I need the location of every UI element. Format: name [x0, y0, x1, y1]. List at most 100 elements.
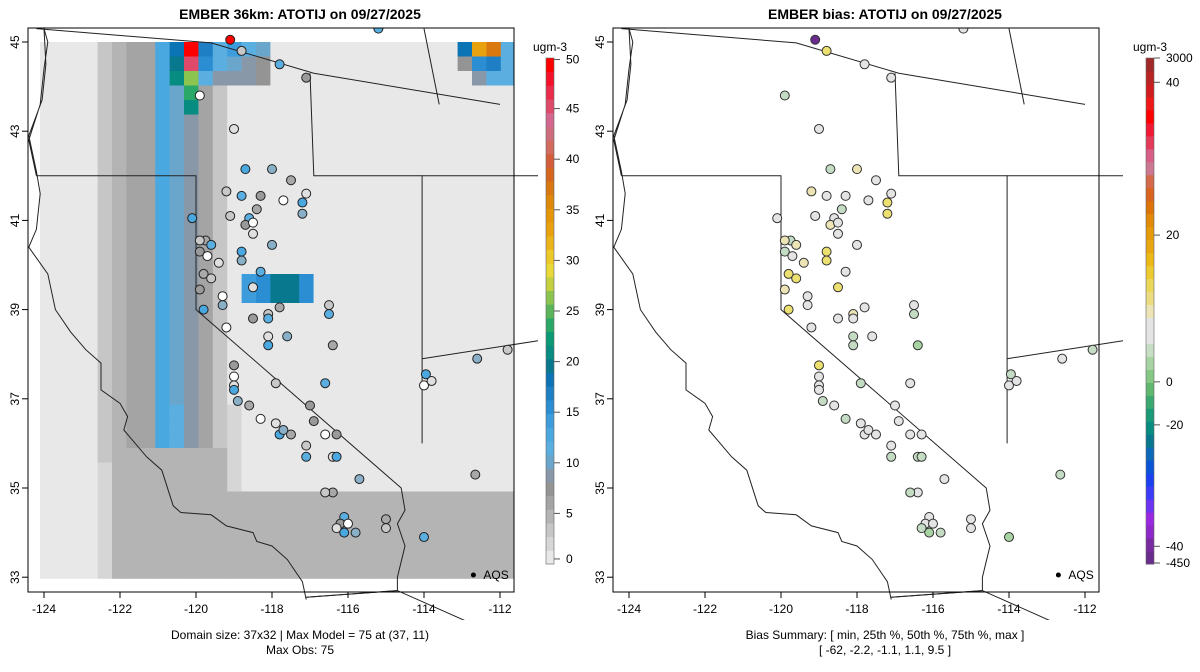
model-grid-cell [169, 245, 185, 260]
model-grid-cell [457, 216, 473, 231]
model-grid-cell [299, 274, 314, 289]
model-grid-cell [457, 506, 473, 521]
model-grid-cell [68, 564, 84, 579]
model-grid-cell [184, 143, 199, 159]
bias-station-marker [1057, 353, 1068, 364]
model-grid-cell [169, 172, 185, 188]
model-station-marker [331, 429, 342, 440]
model-grid-cell [169, 419, 185, 434]
model-legend-swatch [546, 85, 554, 100]
model-grid-cell [472, 85, 487, 101]
model-station-marker [221, 322, 232, 333]
model-grid-cell [83, 129, 98, 144]
model-grid-cell [299, 346, 314, 362]
model-grid-cell [428, 201, 444, 217]
model-grid-cell [83, 361, 98, 376]
model-grid-cell [342, 419, 358, 434]
bias-legend-swatch [1146, 122, 1154, 137]
model-grid-cell [342, 216, 358, 231]
model-grid-cell [428, 42, 444, 57]
model-grid-cell [184, 259, 199, 275]
model-grid-cell [270, 448, 286, 463]
model-mexico-border [306, 590, 465, 620]
model-grid-cell [486, 564, 502, 579]
model-grid-cell [356, 56, 372, 72]
model-station-marker [217, 291, 228, 302]
model-grid-cell [500, 201, 514, 217]
model-grid-cell [385, 230, 401, 246]
model-legend-swatch [546, 222, 554, 237]
bias-station-marker [939, 474, 950, 485]
bias-station-marker [852, 239, 862, 250]
model-grid-cell [270, 346, 286, 362]
model-grid-cell [241, 390, 257, 405]
model-grid-cell [486, 230, 502, 246]
model-grid-cell [169, 564, 185, 579]
model-grid-cell [428, 404, 444, 420]
model-grid-cell [40, 491, 55, 507]
model-grid-cell [198, 42, 214, 57]
model-station-marker [301, 188, 312, 199]
model-grid-cell [169, 433, 185, 449]
model-grid-cell [356, 274, 372, 289]
model-station-marker [301, 451, 312, 462]
model-y-tick-label: 37 [8, 392, 22, 406]
model-grid-cell [342, 564, 358, 579]
model-grid-cell [299, 491, 314, 507]
model-grid-cell [356, 317, 372, 333]
model-grid-cell [83, 448, 98, 463]
model-grid-cell [400, 390, 415, 405]
model-grid-cell [472, 477, 487, 492]
model-grid-cell [169, 158, 185, 173]
model-grid-cell [126, 71, 142, 86]
model-grid-cell [184, 390, 199, 405]
model-grid-cell [328, 288, 343, 304]
model-grid-cell [256, 549, 271, 565]
model-grid-cell [486, 361, 502, 376]
model-grid-cell [356, 506, 372, 521]
model-grid-cell [155, 245, 170, 260]
model-grid-cell [472, 274, 487, 289]
model-grid-cell [400, 477, 415, 492]
model-grid-cell [54, 332, 70, 347]
model-grid-cell [68, 172, 84, 188]
model-grid-cell [241, 491, 257, 507]
bias-station-marker [882, 197, 893, 208]
model-grid-cell [428, 535, 444, 550]
model-grid-cell [97, 433, 113, 449]
model-grid-cell [198, 201, 214, 217]
model-grid-cell [400, 143, 415, 159]
model-grid-cell [356, 433, 372, 449]
model-grid-cell [68, 216, 84, 231]
model-grid-cell [342, 303, 358, 318]
model-grid-cell [140, 404, 156, 420]
model-grid-cell [212, 172, 228, 188]
model-grid-cell [284, 259, 300, 275]
model-grid-cell [184, 100, 199, 115]
model-grid-cell [457, 259, 473, 275]
model-station-marker [236, 246, 247, 257]
model-legend-swatch [546, 427, 554, 442]
model-grid-cell [241, 549, 257, 565]
model-grid-cell [342, 375, 358, 391]
model-grid-cell [486, 390, 502, 405]
model-grid-cell [212, 462, 228, 478]
model-grid-cell [83, 520, 98, 536]
model-grid-cell [299, 172, 314, 188]
model-grid-cell [140, 549, 156, 565]
model-grid-cell [356, 245, 372, 260]
model-grid-cell [54, 143, 70, 159]
model-grid-cell [299, 100, 314, 115]
model-grid-cell [342, 187, 358, 202]
model-legend-tick-label: 15 [566, 405, 580, 419]
bias-station-marker [810, 34, 821, 45]
model-grid-cell [486, 477, 502, 492]
model-grid-cell [198, 216, 214, 231]
model-grid-cell [299, 549, 314, 565]
model-grid-cell [284, 535, 300, 550]
model-grid-cell [428, 477, 444, 492]
model-grid-cell [371, 477, 386, 492]
model-grid-cell [40, 317, 55, 333]
model-grid-cell [112, 143, 127, 159]
bias-y-tick-label: 43 [593, 124, 607, 138]
